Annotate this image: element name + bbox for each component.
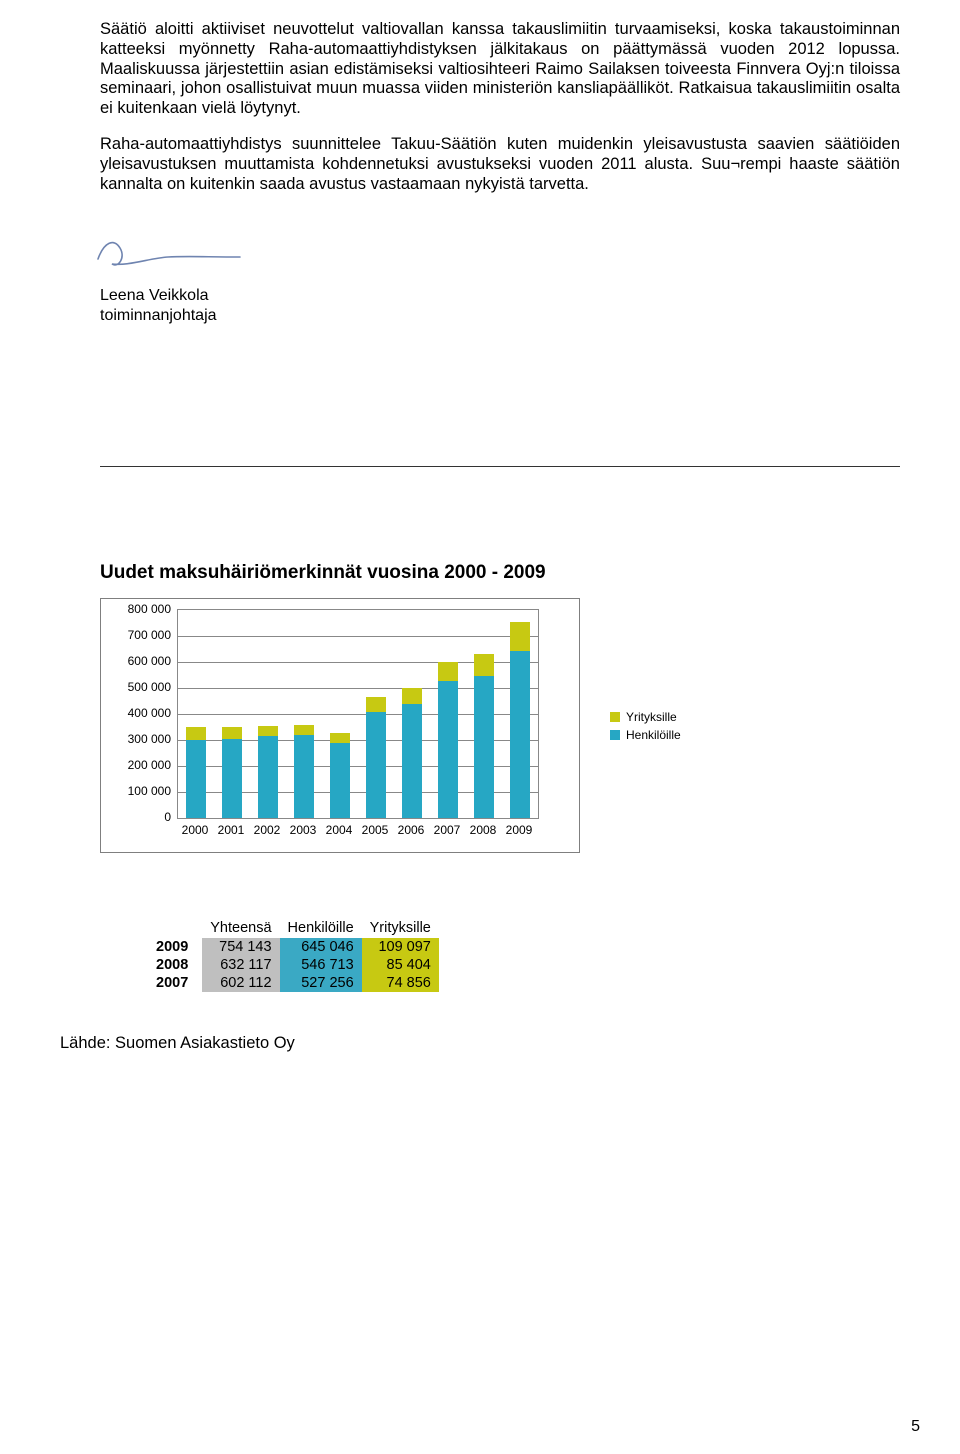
chart-bar-segment-yrit xyxy=(510,622,530,650)
chart-bar-segment-henk xyxy=(402,704,422,818)
legend-item-yrit: Yrityksille xyxy=(610,710,681,724)
page-number: 5 xyxy=(911,1418,920,1436)
chart-x-axis-label: 2008 xyxy=(465,823,501,837)
legend-item-henk: Henkilöille xyxy=(610,728,681,742)
chart-bar-segment-yrit xyxy=(294,725,314,735)
table-header-yrit: Yrityksille xyxy=(362,918,439,938)
chart-bar-segment-henk xyxy=(330,743,350,818)
chart-x-axis-label: 2004 xyxy=(321,823,357,837)
chart-bar-segment-yrit xyxy=(222,727,242,739)
chart-bar xyxy=(438,662,458,819)
chart-bar-segment-yrit xyxy=(474,654,494,676)
table-cell-yrit: 85 404 xyxy=(362,956,439,974)
chart-bar-segment-yrit xyxy=(258,726,278,737)
chart-bar xyxy=(258,726,278,819)
signature-name: Leena Veikkola xyxy=(100,287,209,304)
chart-bar xyxy=(510,622,530,818)
chart-y-axis-label: 500 000 xyxy=(101,680,171,694)
legend-swatch-yrit xyxy=(610,712,620,722)
signature-title: toiminnanjohtaja xyxy=(100,307,217,324)
table-row: 2008632 117546 71385 404 xyxy=(148,956,439,974)
chart-bar-segment-yrit xyxy=(438,662,458,681)
chart-x-axis-label: 2007 xyxy=(429,823,465,837)
table-cell-total: 632 117 xyxy=(202,956,279,974)
chart-y-axis-label: 700 000 xyxy=(101,628,171,642)
chart-x-axis-label: 2000 xyxy=(177,823,213,837)
table-cell-henk: 645 046 xyxy=(280,938,362,956)
body-paragraph-2: Raha-automaattiyhdistys suunnittelee Tak… xyxy=(100,135,900,194)
chart-x-axis-label: 2006 xyxy=(393,823,429,837)
table-row: 2009754 143645 046109 097 xyxy=(148,938,439,956)
table-cell-year: 2008 xyxy=(148,956,202,974)
chart-bar-segment-henk xyxy=(510,651,530,819)
table-cell-henk: 527 256 xyxy=(280,974,362,992)
table-cell-total: 602 112 xyxy=(202,974,279,992)
chart-x-axis-label: 2003 xyxy=(285,823,321,837)
body-paragraph-1: Säätiö aloitti aktiiviset neuvottelut va… xyxy=(100,20,900,119)
chart-bar xyxy=(330,733,350,818)
signature-image xyxy=(90,224,260,274)
table-cell-yrit: 74 856 xyxy=(362,974,439,992)
chart-y-axis-label: 600 000 xyxy=(101,654,171,668)
chart-bar-segment-henk xyxy=(474,676,494,818)
chart-x-axis-label: 2005 xyxy=(357,823,393,837)
chart-bar xyxy=(294,725,314,819)
table-header-empty xyxy=(148,918,202,938)
chart-bar xyxy=(186,727,206,818)
chart-bar-segment-henk xyxy=(186,740,206,818)
chart-container: 800 000 700 000 600 000 500 000 400 000 300 0… xyxy=(100,598,580,853)
table-header-total: Yhteensä xyxy=(202,918,279,938)
chart-bar xyxy=(222,727,242,818)
data-table: Yhteensä Henkilöille Yrityksille 2009754… xyxy=(148,918,439,992)
table-cell-total: 754 143 xyxy=(202,938,279,956)
chart-y-axis-label: 400 000 xyxy=(101,706,171,720)
chart-bar xyxy=(366,697,386,818)
chart-bar-segment-yrit xyxy=(186,727,206,740)
chart-y-axis-label: 0 xyxy=(101,810,171,824)
table-header-henk: Henkilöille xyxy=(280,918,362,938)
chart-legend: Yrityksille Henkilöille xyxy=(610,710,681,746)
chart-source: Lähde: Suomen Asiakastieto Oy xyxy=(60,1034,900,1053)
chart-plot-area xyxy=(177,609,539,819)
legend-label-henk: Henkilöille xyxy=(626,728,681,742)
table-row: 2007602 112527 25674 856 xyxy=(148,974,439,992)
chart-bar-segment-yrit xyxy=(330,733,350,743)
table-cell-year: 2009 xyxy=(148,938,202,956)
table-cell-yrit: 109 097 xyxy=(362,938,439,956)
chart-bar-segment-yrit xyxy=(366,697,386,711)
chart-bar-segment-henk xyxy=(222,739,242,818)
legend-label-yrit: Yrityksille xyxy=(626,710,677,724)
table-header-row: Yhteensä Henkilöille Yrityksille xyxy=(148,918,439,938)
chart-x-axis-label: 2009 xyxy=(501,823,537,837)
chart-y-axis-label: 800 000 xyxy=(101,602,171,616)
chart-y-axis-label: 200 000 xyxy=(101,758,171,772)
chart-y-axis-label: 100 000 xyxy=(101,784,171,798)
legend-swatch-henk xyxy=(610,730,620,740)
table-cell-henk: 546 713 xyxy=(280,956,362,974)
chart-bar xyxy=(474,654,494,818)
chart-title: Uudet maksuhäiriömerkinnät vuosina 2000 … xyxy=(100,562,900,584)
chart-gridline xyxy=(178,636,538,637)
chart-bar-segment-henk xyxy=(438,681,458,818)
chart-x-axis-label: 2001 xyxy=(213,823,249,837)
chart-bar xyxy=(402,688,422,819)
chart-bar-segment-henk xyxy=(294,735,314,818)
signature-block: Leena Veikkola toiminnanjohtaja xyxy=(100,224,900,326)
chart-bar-segment-henk xyxy=(258,736,278,818)
chart-bar-segment-yrit xyxy=(402,688,422,704)
table-cell-year: 2007 xyxy=(148,974,202,992)
section-divider xyxy=(100,466,900,467)
chart-y-axis-label: 300 000 xyxy=(101,732,171,746)
chart-x-axis-label: 2002 xyxy=(249,823,285,837)
chart-bar-segment-henk xyxy=(366,712,386,819)
